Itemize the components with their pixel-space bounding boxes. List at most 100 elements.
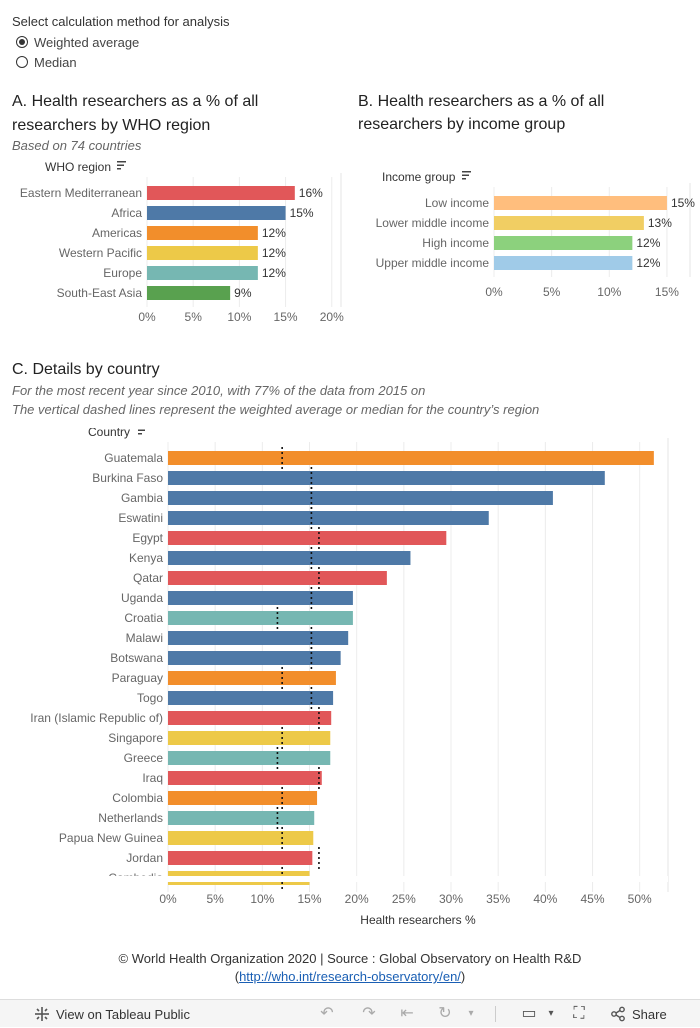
footer-link-line: (http://who.int/research-observatory/en/… <box>0 969 700 984</box>
category-label: Low income <box>425 196 489 210</box>
axis-header-label: Country <box>88 428 130 439</box>
link-open-paren: ( <box>234 969 240 984</box>
radio-label: Weighted average <box>34 34 140 50</box>
bar <box>168 791 318 805</box>
category-label: Upper middle income <box>376 256 490 270</box>
radio-median[interactable]: Median <box>16 53 77 71</box>
category-label: Burkina Faso <box>92 471 163 485</box>
data-label: 16% <box>299 186 323 200</box>
chart-income-group[interactable]: 0% 5% 10% 15% Income group Low income 15% Lower… <box>350 170 700 305</box>
bar <box>168 731 331 745</box>
category-label: Kenya <box>129 551 163 565</box>
data-label: 12% <box>262 266 286 280</box>
toolbar-divider <box>495 1006 496 1022</box>
axis-header-label: Income group <box>382 170 456 184</box>
x-tick-label: 20% <box>320 310 344 324</box>
chart-country[interactable]: 0% 5% 10% 15% 20% 25% 30% 35% 40% 45% 50% Country Gu… <box>0 428 700 933</box>
category-label: Netherlands <box>98 811 163 825</box>
download-chevron-icon[interactable]: ▾ <box>548 1008 554 1019</box>
revert-icon[interactable]: ⇤ <box>400 1005 414 1022</box>
bar <box>494 216 644 230</box>
category-label: Lower middle income <box>376 216 490 230</box>
category-label: Malawi <box>126 631 163 645</box>
chart-who-region[interactable]: 0% 5% 10% 15% 20% WHO region Eastern Mediterra… <box>0 160 350 335</box>
share-label: Share <box>632 1006 667 1022</box>
bar <box>168 491 553 505</box>
bar <box>168 711 332 725</box>
bar <box>168 611 353 625</box>
panel-b-title-line1: B. Health researchers as a % of all <box>358 93 605 110</box>
x-tick-label: 45% <box>581 892 605 906</box>
bar <box>168 851 313 865</box>
source-link[interactable]: http://who.int/research-observatory/en/ <box>239 969 461 984</box>
bar <box>168 651 341 665</box>
bar <box>168 691 334 705</box>
bar <box>168 531 447 545</box>
footer-credit: © World Health Organization 2020 | Sourc… <box>118 951 582 966</box>
category-label: Western Pacific <box>59 246 142 260</box>
revert-menu-icon[interactable]: ↻ <box>438 1005 452 1022</box>
panel-c-subtitle-line1: For the most recent year since 2010, wit… <box>12 383 426 398</box>
share-icon <box>611 1006 625 1022</box>
category-label: Colombia <box>112 791 163 805</box>
fullscreen-icon[interactable]: ⛶ <box>573 1005 585 1022</box>
panel-a-title-line1: A. Health researchers as a % of all <box>12 93 259 110</box>
x-tick-label: 5% <box>543 285 561 299</box>
x-tick-label: 30% <box>439 892 463 906</box>
data-label: 12% <box>636 236 660 250</box>
bar <box>147 246 258 260</box>
data-label: 12% <box>262 226 286 240</box>
bar <box>168 811 315 825</box>
sort-icon <box>138 429 145 435</box>
category-label: Guatemala <box>104 451 163 465</box>
x-tick-label: 0% <box>138 310 156 324</box>
data-label: 12% <box>636 256 660 270</box>
category-label: Eswatini <box>118 511 163 525</box>
category-label: Africa <box>111 206 142 220</box>
share-button[interactable]: Share <box>610 1000 667 1028</box>
x-tick-label: 10% <box>250 892 274 906</box>
radio-label: Median <box>34 54 77 70</box>
x-tick-label: 0% <box>159 892 177 906</box>
redo-icon[interactable]: ↷ <box>362 1005 376 1022</box>
category-label: Iran (Islamic Republic of) <box>30 711 163 725</box>
bar <box>168 671 336 685</box>
scroll-clip-mask <box>0 876 668 882</box>
bar <box>494 256 633 270</box>
category-label: Singapore <box>108 731 163 745</box>
download-icon[interactable]: ▭ <box>521 1005 537 1022</box>
x-tick-label: 10% <box>597 285 621 299</box>
bar <box>168 451 654 465</box>
x-axis-title: Health researchers % <box>360 913 476 927</box>
sort-icon <box>117 161 126 170</box>
category-label: High income <box>422 236 489 250</box>
data-label: 15% <box>290 206 314 220</box>
radio-weighted-average[interactable]: Weighted average <box>16 33 139 51</box>
x-tick-label: 0% <box>485 285 503 299</box>
bar <box>168 751 331 765</box>
undo-icon[interactable]: ↶ <box>320 1005 334 1022</box>
category-label: South-East Asia <box>57 286 143 300</box>
tableau-logo-icon <box>35 1007 49 1021</box>
bar <box>147 266 258 280</box>
category-label: Gambia <box>121 491 163 505</box>
category-label: Jordan <box>126 851 163 865</box>
x-tick-label: 10% <box>227 310 251 324</box>
panel-a-subtitle: Based on 74 countries <box>12 138 142 153</box>
category-label: Americas <box>92 226 142 240</box>
bar <box>168 631 349 645</box>
view-on-tableau-label: View on Tableau Public <box>56 1006 190 1022</box>
bar <box>494 196 667 210</box>
x-tick-label: 25% <box>392 892 416 906</box>
x-tick-label: 5% <box>206 892 224 906</box>
tableau-toolbar: View on Tableau Public ↶ ↷ ⇤ ↻ ▾ ▭ ▾ ⛶ S… <box>0 999 700 1027</box>
method-title: Select calculation method for analysis <box>12 14 230 29</box>
category-label: Egypt <box>132 531 163 545</box>
chevron-down-icon[interactable]: ▾ <box>468 1008 474 1019</box>
x-tick-label: 5% <box>185 310 203 324</box>
view-on-tableau-button[interactable]: View on Tableau Public <box>34 1000 190 1028</box>
bar <box>168 771 322 785</box>
bar <box>168 831 314 845</box>
category-label: Togo <box>137 691 163 705</box>
link-close-paren: ) <box>460 969 466 984</box>
